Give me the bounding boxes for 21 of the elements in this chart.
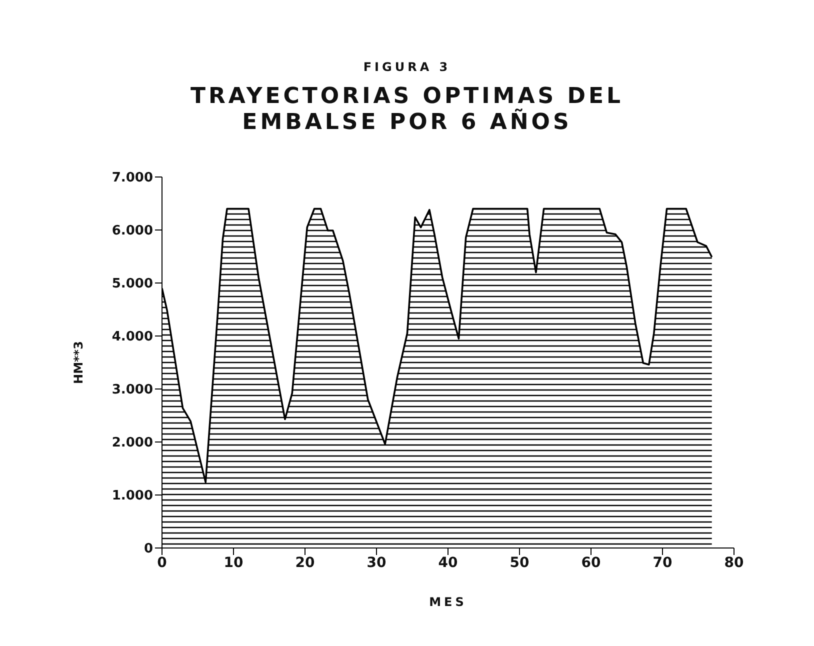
x-tick-label: 20 (295, 554, 315, 571)
y-tick-label: 3.000 (112, 382, 153, 398)
y-tick-label: 6.000 (112, 224, 153, 239)
x-tick-label: 70 (652, 554, 672, 571)
x-tick-label: 10 (224, 554, 244, 571)
x-tick-label: 0 (157, 554, 168, 571)
y-tick-label: 1.000 (112, 488, 153, 504)
chart-subtitle: TRAYECTORIAS OPTIMAS DEL EMBALSE POR 6 AÑOS (189, 84, 625, 136)
y-tick-label: 4.000 (112, 330, 153, 345)
y-tick-label: 7.000 (112, 170, 153, 186)
x-tick-label: 30 (366, 554, 386, 571)
x-axis-title: MES (429, 595, 467, 609)
x-tick-label: 50 (510, 554, 530, 571)
x-tick-label: 60 (581, 554, 601, 571)
x-tick-label: 40 (438, 554, 458, 571)
y-axis-title: HM**3 (71, 341, 86, 384)
chart-title: FIGURA 3 (362, 59, 452, 74)
y-tick-label: 2.000 (112, 436, 153, 451)
y-tick-label: 5.000 (112, 276, 153, 292)
y-tick-label: 0 (144, 542, 153, 557)
x-tick-label: 80 (724, 554, 744, 571)
